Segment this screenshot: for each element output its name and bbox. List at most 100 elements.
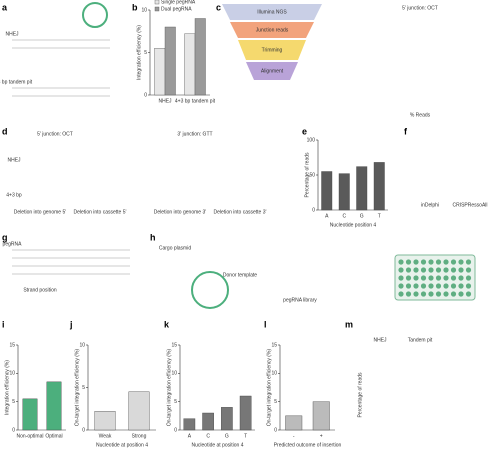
diagram-text: NHEJ [373, 337, 387, 343]
x-tick-label: T [244, 433, 247, 439]
well [428, 283, 434, 289]
legend-label: Single pegRNA [161, 0, 196, 5]
well [450, 267, 457, 273]
well [450, 259, 457, 265]
x-tick-label: C [342, 213, 346, 219]
x-tick-label: Weak [99, 433, 112, 439]
well-plate [394, 254, 476, 301]
y-tick-label: 0 [82, 427, 85, 433]
diagram-text: Illumina NGS [257, 9, 287, 15]
well [458, 259, 464, 265]
diagram-text: pegRNA [3, 241, 23, 247]
bar [154, 48, 166, 96]
well [398, 267, 404, 273]
well [405, 267, 412, 273]
x-tick-label: A [325, 213, 329, 219]
well [405, 259, 412, 265]
sequence-lines [12, 39, 130, 275]
y-tick-label: 15 [171, 342, 177, 348]
x-tick-label: C [206, 433, 210, 439]
y-tick-label: 10 [79, 342, 85, 348]
y-axis-label: Percentage of reads [304, 152, 310, 198]
well [443, 259, 449, 265]
well [420, 275, 427, 281]
x-tick-label: Optimal [45, 433, 62, 439]
bar [338, 173, 350, 211]
well [428, 275, 434, 281]
bar [184, 33, 196, 96]
y-tick-label: 0 [274, 427, 277, 433]
diagram-text: 4+3 bp [6, 192, 22, 198]
well [458, 291, 464, 297]
bar [239, 395, 252, 431]
diagram-text: Percentage of reads [357, 372, 363, 418]
x-tick-label: G [360, 213, 364, 219]
y-tick-label: 15 [271, 342, 277, 348]
panel-label: i [2, 319, 5, 329]
wells [398, 259, 472, 297]
diagram-text: 4+3 bp tandem pit [0, 79, 33, 85]
diagram-text: 5' junction: OCT [37, 131, 73, 137]
diagram-text: Strand position [23, 287, 57, 293]
y-tick-label: 5 [274, 399, 277, 405]
x-tick-label: - [293, 433, 295, 439]
y-tick-label: 50 [309, 172, 315, 178]
well [443, 283, 449, 289]
y-axis-label: Integration efficiency (%) [4, 360, 10, 415]
well [398, 283, 404, 289]
bar [221, 407, 233, 431]
y-tick-label: 5 [12, 399, 15, 405]
panel-label: a [2, 2, 8, 12]
x-tick-label: Strong [132, 433, 147, 439]
funnel [222, 4, 322, 80]
x-tick-label: 4+3 bp tandem pit [175, 98, 216, 104]
diagram-text: NHEJ [5, 31, 19, 37]
diagram-text: Deletion into genome 5' [14, 209, 66, 215]
x-axis-label: Predicted outcome of insertion [274, 442, 342, 448]
y-tick-label: 10 [171, 371, 177, 377]
well [443, 267, 449, 273]
diagram-text: 5' junction: OCT [402, 5, 438, 11]
panel-label: d [2, 126, 8, 136]
bar [373, 162, 385, 211]
well [465, 291, 472, 297]
well [420, 291, 427, 297]
well [435, 275, 442, 281]
well [465, 259, 472, 265]
bar [285, 415, 303, 431]
x-tick-label: Non-optimal [17, 433, 44, 439]
well [465, 283, 472, 289]
well [435, 291, 442, 297]
diagram-text: % Reads [410, 112, 431, 118]
well [458, 267, 464, 273]
diagram-text: Trimming [262, 47, 283, 53]
y-tick-label: 100 [307, 137, 316, 143]
y-tick-label: 10 [271, 371, 277, 377]
y-tick-label: 0 [12, 427, 15, 433]
y-axis-label: On-target integration efficiency (%) [166, 349, 172, 427]
diagram-text: Deletion into cassette 3' [214, 209, 267, 215]
y-tick-label: 0 [312, 207, 315, 213]
legend-label: Dual pegRNA [161, 6, 192, 12]
well [413, 275, 419, 281]
panel-label: l [264, 319, 267, 329]
x-axis-label: Nucleotide at position 4 [192, 442, 244, 448]
diagram-text: CRISPRessoAll [452, 202, 487, 208]
y-axis-label: On-target integration efficiency (%) [266, 349, 272, 427]
well [435, 283, 442, 289]
well [420, 259, 427, 265]
diagram-text: NHEJ [7, 157, 21, 163]
well [443, 275, 449, 281]
well [450, 275, 457, 281]
panel-label: m [345, 319, 353, 329]
x-axis-label: Nucleotide at position 4 [96, 442, 148, 448]
well [465, 275, 472, 281]
well [398, 259, 404, 265]
panel-label: e [302, 126, 307, 136]
well [405, 291, 412, 297]
bar [183, 418, 196, 431]
bar [312, 401, 330, 431]
bar [202, 412, 214, 431]
y-tick-label: 15 [9, 342, 15, 348]
